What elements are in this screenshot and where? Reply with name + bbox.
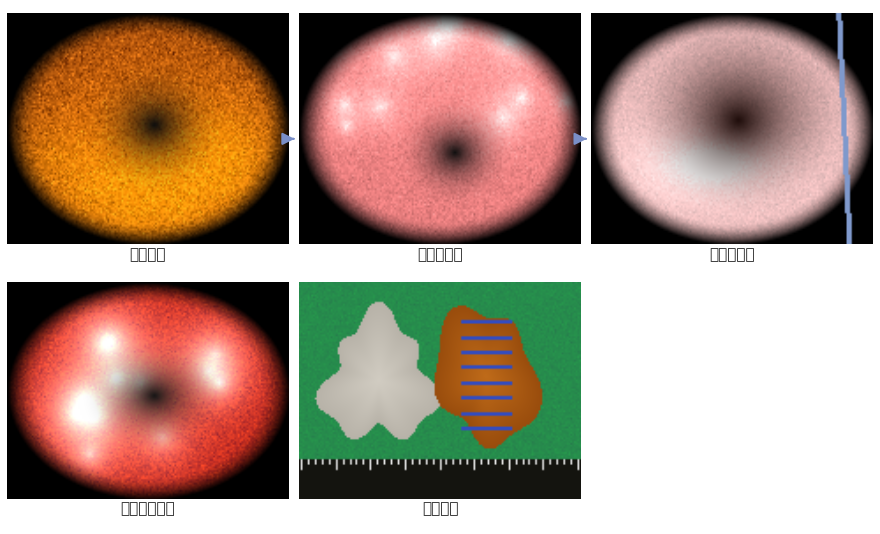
Text: 切開・剥離: 切開・剥離 xyxy=(709,247,755,262)
Text: 病変観察: 病変観察 xyxy=(129,247,166,262)
Text: 摘出標本: 摘出標本 xyxy=(422,501,458,516)
Text: マーキング: マーキング xyxy=(417,247,463,262)
Text: 切除・回収後: 切除・回収後 xyxy=(121,501,175,516)
